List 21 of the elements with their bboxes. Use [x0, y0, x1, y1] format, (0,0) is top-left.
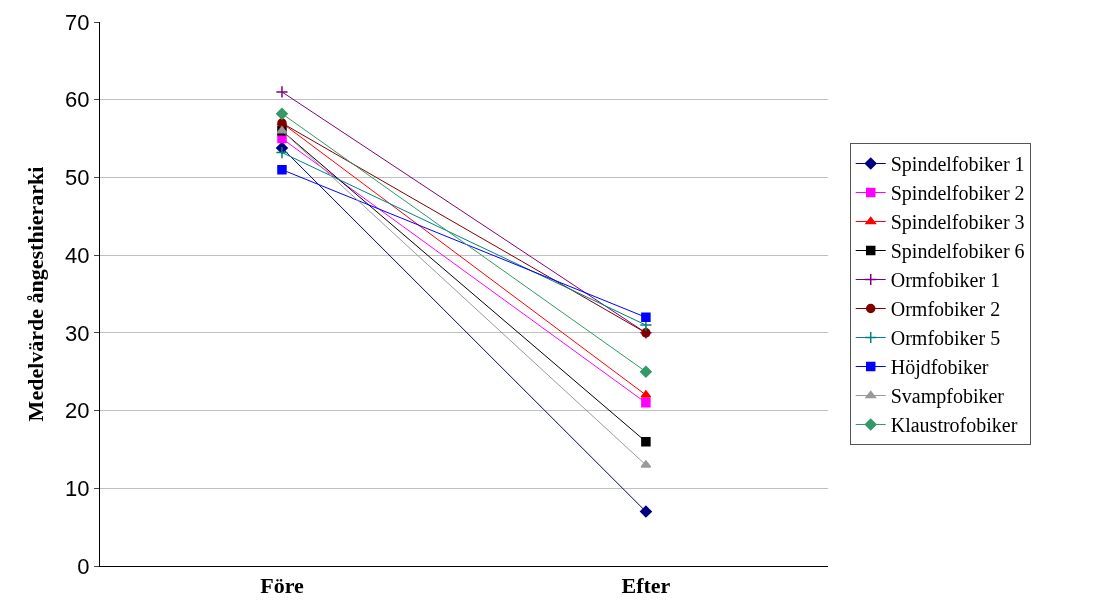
legend-label: Klaustrofobiker [890, 414, 1018, 437]
legend-label: Spindelfobiker 2 [890, 182, 1025, 206]
y-tick-label: 30 [65, 320, 90, 346]
legend-label: Ormfobiker 2 [890, 298, 1001, 321]
legend-label: Höjdfobiker [890, 356, 989, 380]
y-tick-label: 40 [65, 242, 90, 268]
legend-label: Spindelfobiker 6 [890, 240, 1025, 264]
x-tick-label: Före [260, 573, 304, 599]
y-tick-label: 10 [65, 475, 90, 501]
y-tick-label: 50 [65, 165, 90, 191]
y-tick-label: 0 [77, 553, 90, 579]
legend-label: Ormfobiker 1 [890, 269, 1001, 292]
x-tick-label: Efter [621, 573, 671, 599]
legend-label: Spindelfobiker 3 [890, 211, 1025, 235]
y-axis-title: Medelvärde ångesthierarki [22, 166, 48, 422]
legend-label: Spindelfobiker 1 [890, 153, 1025, 177]
y-tick-label: 20 [65, 398, 90, 424]
y-tick-label: 70 [65, 9, 90, 35]
legend-label: Svampfobiker [890, 385, 1005, 409]
legend-label: Ormfobiker 5 [890, 327, 1001, 350]
y-tick-label: 60 [65, 87, 90, 113]
